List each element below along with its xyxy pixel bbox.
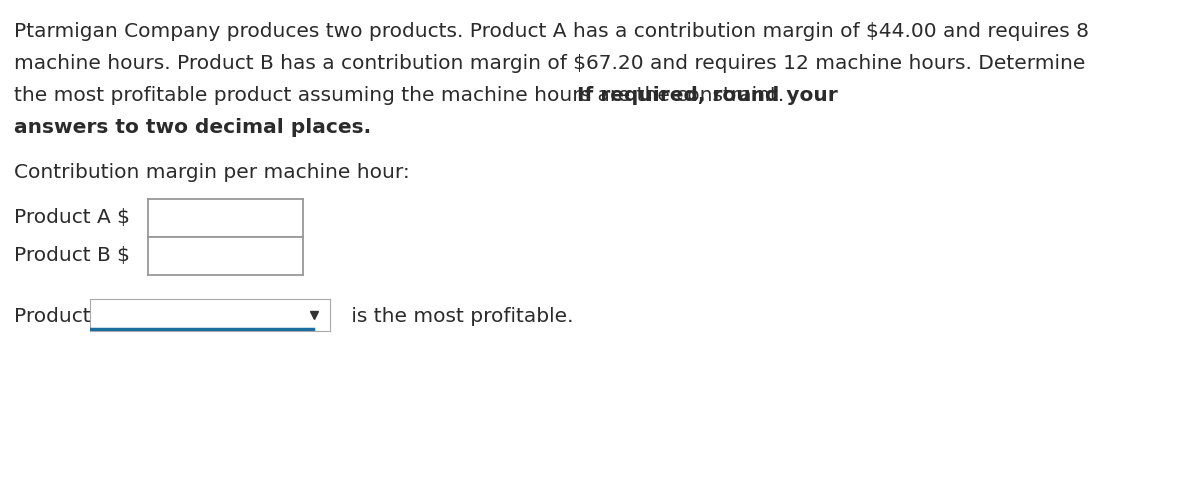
Text: Product B $: Product B $ [14, 246, 130, 266]
Text: Product A $: Product A $ [14, 208, 130, 228]
Text: Product: Product [14, 306, 91, 326]
Text: is the most profitable.: is the most profitable. [346, 306, 574, 326]
Text: machine hours. Product B has a contribution margin of $67.20 and requires 12 mac: machine hours. Product B has a contribut… [14, 54, 1085, 73]
Text: Ptarmigan Company produces two products. Product A has a contribution margin of : Ptarmigan Company produces two products.… [14, 22, 1090, 41]
Text: the most profitable product assuming the machine hours are the constraint.: the most profitable product assuming the… [14, 86, 791, 105]
Text: Contribution margin per machine hour:: Contribution margin per machine hour: [14, 163, 409, 182]
Text: answers to two decimal places.: answers to two decimal places. [14, 118, 371, 137]
Text: If required, round your: If required, round your [577, 86, 838, 105]
